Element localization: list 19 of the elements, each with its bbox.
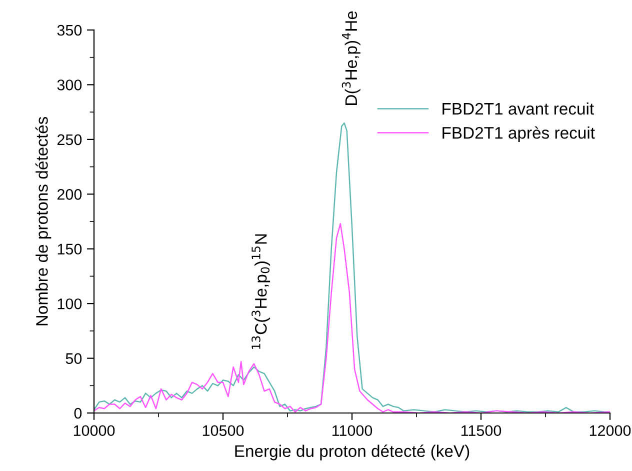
x-axis-title: Energie du proton détecté (keV) [235,444,470,460]
y-tick-label: 300 [57,80,82,90]
y-tick-label: 50 [66,353,82,364]
y-tick-label: 350 [57,24,82,36]
legend-label: FBD2T1 après recuit [442,126,595,142]
y-tick-label: 200 [57,189,82,200]
x-tick-label: 11500 [461,425,502,436]
y-tick-label: 0 [74,408,82,419]
y-axis-title: Nombre de protons détectés [35,116,52,326]
y-tick-label: 150 [58,244,82,255]
annotation: $^{13}$C($^{3}$He,p$_{0}$)$^{15}$N [252,234,270,349]
y-tick-label: 100 [58,298,82,310]
x-tick-label: 10500 [202,425,244,436]
y-tick-label: 250 [57,134,82,146]
x-tick-label: 10000 [74,425,115,436]
x-tick-label: 12000 [590,425,631,436]
legend-label: FBD2T1 avant recuit [442,102,594,115]
annotation: D($^{3}$He,p)$^{4}$He [342,11,360,105]
x-tick-label: 11000 [332,425,372,436]
